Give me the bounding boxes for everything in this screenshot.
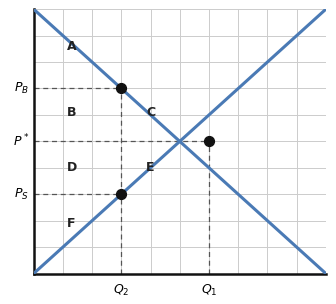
Text: $P_B$: $P_B$: [14, 81, 29, 96]
Point: [119, 86, 124, 91]
Text: $P^*$: $P^*$: [13, 133, 29, 150]
Point: [119, 192, 124, 197]
Text: D: D: [67, 161, 77, 174]
Point: [206, 139, 212, 144]
Text: $Q_2$: $Q_2$: [113, 283, 129, 298]
Text: $Q_1$: $Q_1$: [201, 283, 217, 298]
Text: A: A: [67, 40, 76, 53]
Text: $P_S$: $P_S$: [14, 187, 29, 202]
Text: E: E: [146, 161, 155, 174]
Text: C: C: [146, 106, 155, 119]
Text: F: F: [67, 217, 76, 230]
Text: B: B: [67, 106, 76, 119]
